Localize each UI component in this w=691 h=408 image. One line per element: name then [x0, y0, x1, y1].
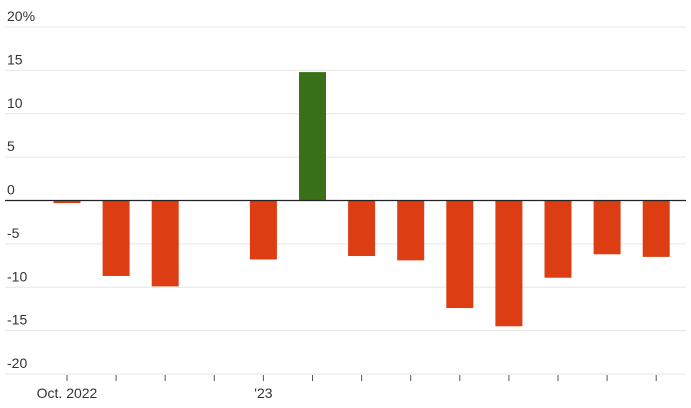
y-tick-label: -15: [7, 312, 27, 328]
y-tick-label: 0: [7, 182, 15, 198]
bar: [446, 200, 474, 309]
x-axis: Oct. 2022 '23: [5, 199, 686, 401]
y-tick-label: 15: [7, 51, 23, 67]
y-tick-label: -5: [7, 225, 20, 241]
bars: [53, 72, 670, 327]
bar: [593, 200, 621, 255]
bar: [642, 200, 670, 257]
y-tick-label: 5: [7, 138, 15, 154]
y-tick-label: 10: [7, 95, 23, 111]
x-tick-label: '23: [254, 385, 272, 401]
bar: [495, 200, 523, 327]
bar: [53, 200, 81, 204]
y-tick-label: -10: [7, 268, 27, 284]
bar: [102, 200, 130, 276]
y-tick-label: 20%: [7, 8, 35, 24]
bar: [249, 200, 277, 260]
bar: [544, 200, 572, 278]
y-tick-label: -20: [7, 355, 27, 371]
bar: [348, 200, 376, 257]
x-tick-label: Oct. 2022: [37, 385, 98, 401]
y-axis-labels: 20% 15 10 5 0 -5 -10 -15 -20: [7, 8, 35, 371]
bar: [151, 200, 179, 287]
bar: [397, 200, 425, 261]
bar: [299, 72, 326, 201]
